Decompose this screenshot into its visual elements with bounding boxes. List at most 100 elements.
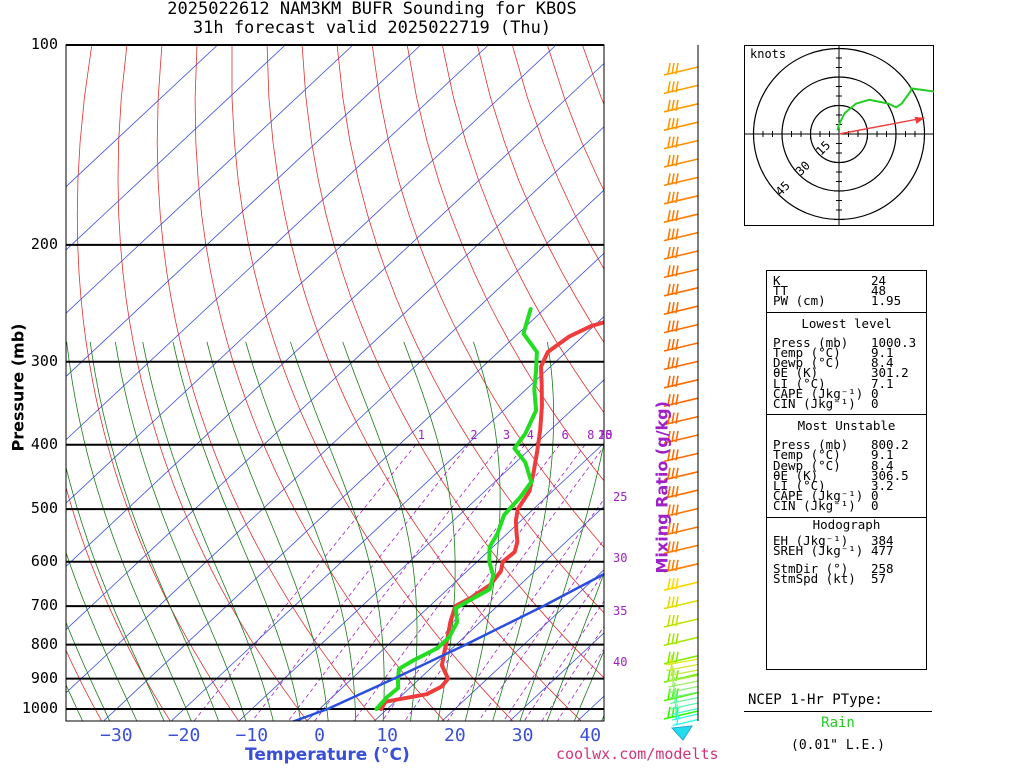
isotherm [102,252,604,721]
wind-barb-low-flag [670,665,674,677]
wind-barb-flag [671,559,675,571]
dry-adiabat [156,45,377,721]
wind-barb-flag [675,522,679,535]
hodograph-stats-heading: Hodograph [767,516,926,531]
chart-subtitle: 31h forecast valid 2025022719 (Thu) [192,18,552,38]
wind-barb-flag [675,578,679,590]
temperature-tick-label: 10 [376,725,399,746]
mixing-ratio-tick-label: 15 [598,428,613,442]
wind-barb-flag [667,136,671,148]
stat-row: Temp (°C) 9.1 [767,346,926,359]
moist-adiabat [66,465,165,721]
stat-row: StmDir (°) 258 [767,561,926,577]
stat-value: 306.5 [871,467,909,483]
stat-row: Dewp (°C) 8.4 [767,356,926,369]
pressure-tick-label: 900 [30,668,58,687]
dewpoint-profile [374,307,539,711]
wind-barb-flag [675,633,679,645]
stat-value: 477 [871,542,894,558]
wind-barb-flag [667,302,671,314]
mixing-ratio-tick-label: 10 [598,428,613,442]
wind-barb-flag [671,596,675,608]
temperature-tick-label: −10 [235,725,269,746]
pressure-tick-label: 800 [30,634,58,653]
wind-barb-flag [675,283,679,295]
moist-adiabat [519,441,604,721]
wind-barb [663,342,699,352]
temperature-tick-label: 40 [579,725,602,746]
stat-row: Press (mb) 800.2 [767,438,926,451]
stat-row: Dewp (°C) 8.4 [767,459,926,472]
pressure-tick-label: 200 [30,234,58,253]
wind-barb-flag [671,522,675,535]
moist-adiabat [89,341,219,721]
wind-barb [663,397,699,407]
stat-label: LI (°C) [773,478,826,494]
wind-barb-flag [667,320,671,332]
wind-barb [663,379,699,389]
isotherm [640,45,740,726]
wind-barb-flag [671,62,675,75]
wind-barb-flag [671,320,675,332]
ptype-divider [744,711,932,712]
wind-barb [663,655,699,665]
wind-barb [663,103,699,113]
wind-barb-flag [671,541,675,553]
dry-adiabat [476,45,604,344]
wind-barb [663,526,699,536]
wind-barb-flag [675,265,679,277]
moist-adiabat [464,341,501,721]
wind-barb-flag [675,136,679,148]
stat-label: Temp (°C) [773,447,841,463]
wind-barb-flag [667,596,671,608]
wind-barb-low-flag [672,687,677,699]
dry-adiabat [547,45,604,192]
mixing-ratio-side-label: 30 [613,551,628,565]
stat-value: 301.2 [871,365,909,381]
wind-barb-low-flag [671,671,675,682]
stat-pw: PW (cm) 1.95 [773,293,902,309]
wind-barb-flag [667,522,671,535]
stat-row: θE (K) 301.2 [767,365,926,381]
dry-adiabat [266,45,582,721]
wind-barb-low-flag [674,698,678,710]
stat-label: StmDir (°) [773,561,849,577]
wind-barb-flag [667,283,671,295]
wind-barb-flag [667,449,671,461]
stat-label: SREH (Jkg⁻¹) [773,542,864,558]
moist-adiabat [142,341,274,721]
wind-barb-flag [667,265,671,277]
wind-barb-flag [675,228,679,240]
wind-barb [663,84,699,95]
stat-value: 258 [871,561,894,577]
stat-k: K 24 [773,273,887,288]
wind-barb-low [668,680,699,688]
wind-barb-flag [667,338,671,351]
wind-barb-low [667,674,699,683]
wind-barb [663,471,699,481]
wind-barb-flag [667,467,671,479]
stat-row: LI (°C) 3.2 [767,478,926,494]
wind-barb-flag [675,467,679,479]
wind-barb-flag [671,578,675,590]
moist-adiabat [66,684,84,721]
pressure-tick-label: 400 [30,434,58,453]
wind-barb-flag [671,394,675,406]
wind-barb [663,195,699,205]
wind-barb-flag [671,504,675,516]
mixing-ratio-line [478,538,604,721]
wind-barb-flag [671,154,675,167]
mixing-ratio-side-label: 35 [613,604,628,618]
lowest-level-heading: Lowest level [767,311,926,333]
wind-barb [663,268,699,279]
wind-barb [663,360,699,371]
wind-barb [663,507,699,518]
wind-barb-flag [675,614,679,627]
wind-barb [663,544,699,555]
stat-label: θE (K) [773,365,819,381]
wind-barb-flag [675,651,679,663]
mixing-ratio-side-label: 25 [613,490,628,504]
isotherm [66,45,421,378]
wind-barb-flag [675,302,679,314]
